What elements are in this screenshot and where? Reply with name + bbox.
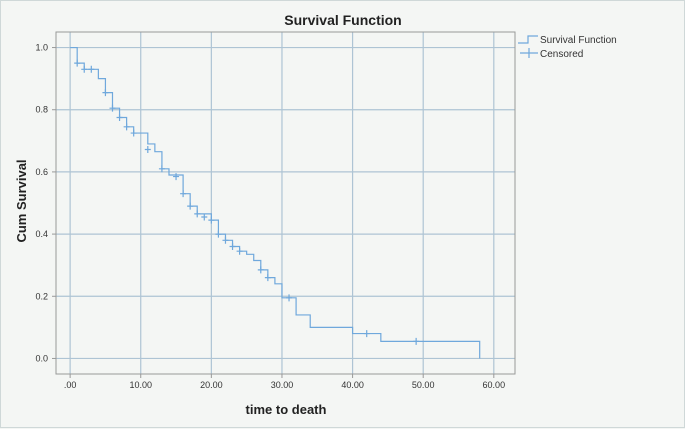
legend-censored-swatch [520, 48, 538, 58]
series-layer [70, 46, 481, 359]
x-axis-label: time to death [246, 402, 327, 417]
censored-marker [187, 202, 194, 210]
x-tick-label: 10.00 [129, 380, 152, 390]
censored-marker [180, 190, 187, 198]
plot-frame [55, 31, 516, 375]
censored-marker [208, 216, 215, 224]
censored-marker [130, 129, 137, 137]
censored-marker [194, 210, 201, 218]
censored-marker [257, 266, 264, 274]
censored-marker [102, 89, 109, 97]
y-tick-label: 0.0 [35, 353, 48, 363]
x-tick-label: .00 [64, 380, 77, 390]
censored-marker [81, 65, 88, 73]
censored-marker [413, 337, 420, 345]
censored-marker [222, 236, 229, 244]
x-tick-label: 30.00 [271, 380, 294, 390]
chart-title: Survival Function [284, 12, 401, 28]
censored-marker [363, 330, 370, 338]
censored-marker [158, 165, 165, 173]
x-tick-label: 60.00 [483, 380, 506, 390]
y-axis-label: Cum Survival [14, 159, 29, 242]
censored-marker [264, 274, 271, 282]
censored-marker [173, 173, 180, 181]
censored-marker [123, 123, 130, 131]
censored-marker [74, 59, 81, 67]
legend-label-survival: Survival Function [540, 35, 617, 46]
x-tick-label: 20.00 [200, 380, 223, 390]
y-tick-label: 1.0 [35, 43, 48, 53]
censored-marker [286, 294, 293, 302]
censored-marker [229, 243, 236, 251]
censored-marker [236, 247, 243, 255]
legend-step-swatch [518, 35, 538, 44]
x-tick-label: 40.00 [341, 380, 364, 390]
tick-labels: .00 10.00 20.00 30.00 40.00 50.00 60.00 0.0 0.2 0… [35, 43, 505, 390]
axes [52, 31, 516, 378]
y-tick-label: 0.8 [35, 105, 48, 115]
legend-label-censored: Censored [540, 49, 583, 60]
survival-step-line [70, 46, 481, 359]
legend: Survival Function Censored [518, 35, 617, 60]
y-tick-label: 0.6 [35, 167, 48, 177]
censored-marker [109, 104, 116, 112]
y-tick-label: 0.4 [35, 229, 48, 239]
x-tick-label: 50.00 [412, 380, 435, 390]
censored-marker [116, 114, 123, 121]
censored-marker [215, 230, 222, 238]
gridlines [56, 32, 515, 374]
censored-marker [88, 65, 95, 73]
censored-marker [144, 146, 151, 154]
y-tick-label: 0.2 [35, 291, 48, 301]
censored-marker [201, 213, 208, 221]
